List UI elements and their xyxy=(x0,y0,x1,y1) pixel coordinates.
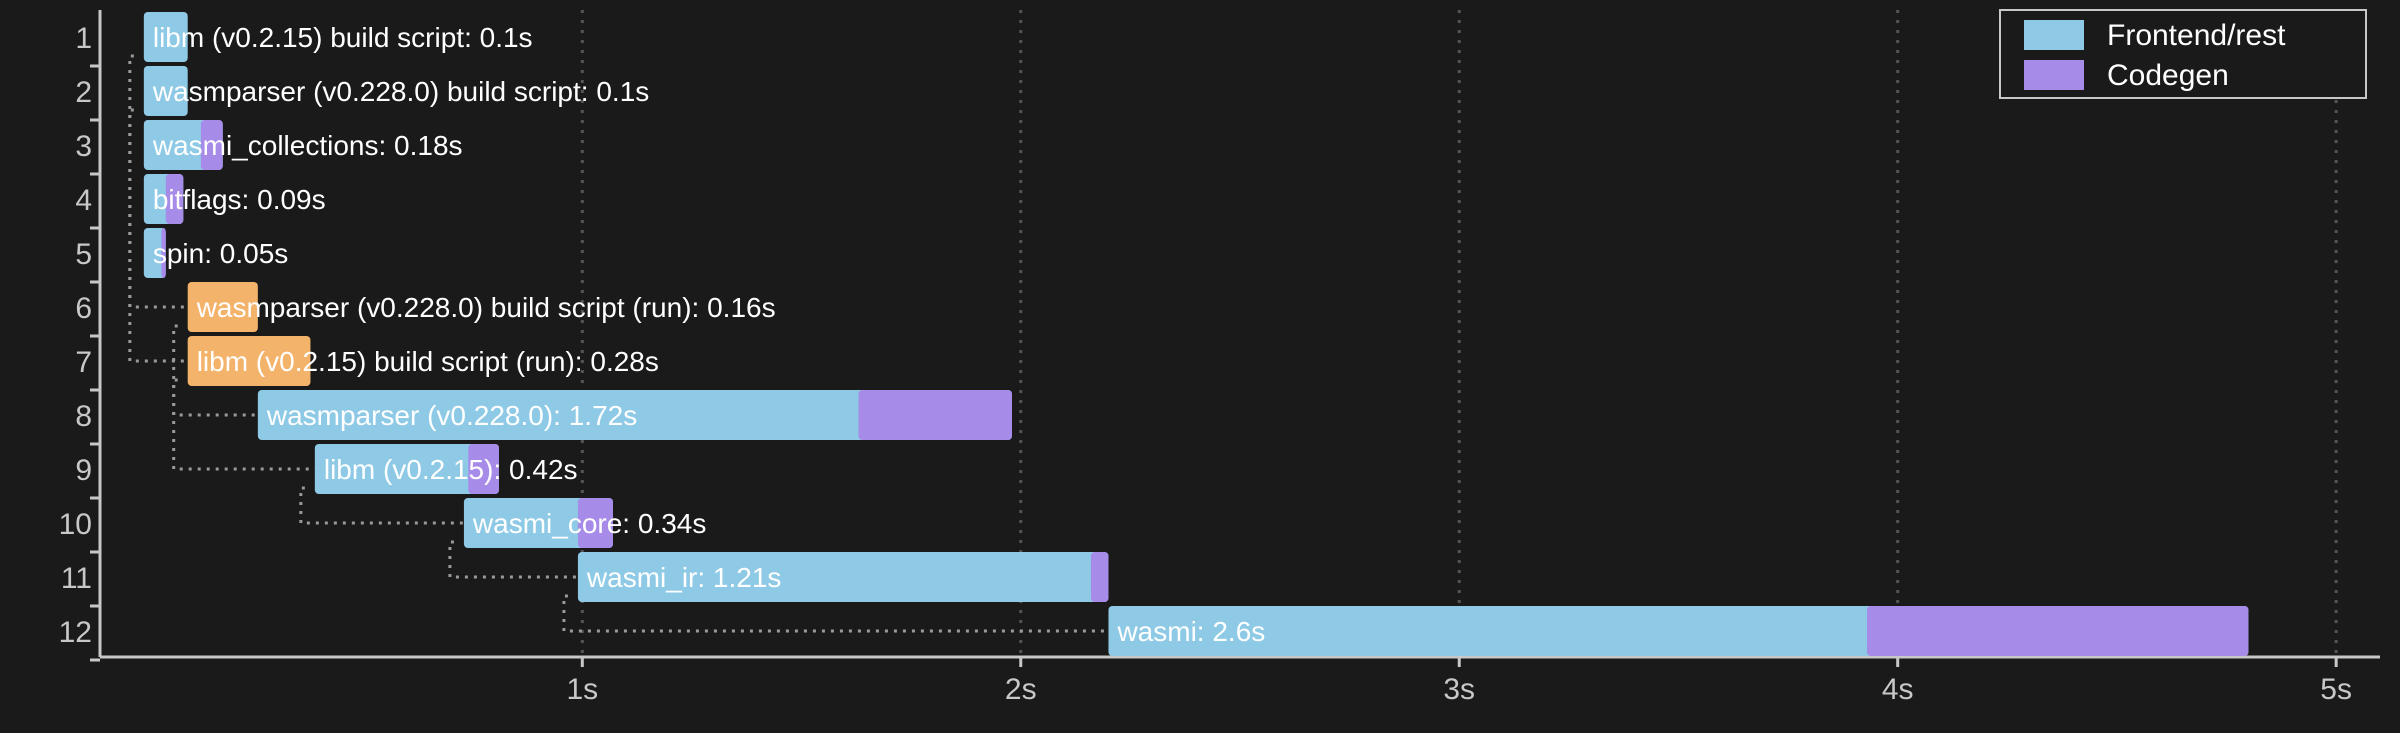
unit-label-6: wasmparser (v0.228.0) build script (run)… xyxy=(196,292,776,323)
row-number-label: 3 xyxy=(75,130,92,163)
codegen-bar-10 xyxy=(577,498,613,548)
codegen-bar-4 xyxy=(165,174,184,224)
row-number-label: 9 xyxy=(75,454,92,487)
x-tick-label: 4s xyxy=(1882,673,1914,706)
unit-label-5: spin: 0.05s xyxy=(153,238,288,269)
row-number-label: 7 xyxy=(75,346,92,379)
unit-bar-2 xyxy=(143,66,188,116)
unit-bar-10 xyxy=(463,498,613,548)
x-tick-label: 5s xyxy=(2320,673,2352,706)
unit-label-11: wasmi_ir: 1.21s xyxy=(586,562,782,593)
row-number-label: 5 xyxy=(75,238,92,271)
unit-bar-5 xyxy=(143,228,166,278)
dependency-line xyxy=(128,54,188,363)
unit-labels: libm (v0.2.15) build script: 0.1s wasmpar… xyxy=(152,22,1265,647)
dependency-line xyxy=(448,540,578,579)
codegen-bar-11 xyxy=(1090,552,1109,602)
dependency-lines xyxy=(128,54,1109,633)
unit-label-10: wasmi_core: 0.34s xyxy=(472,508,706,539)
row-number-label: 8 xyxy=(75,400,92,433)
x-tick-label: 1s xyxy=(566,673,598,706)
row-number-label: 4 xyxy=(75,184,92,217)
codegen-bar-5 xyxy=(161,228,166,278)
legend-label: Frontend/rest xyxy=(2107,19,2286,52)
row-number-label: 10 xyxy=(59,508,92,541)
codegen-bar-3 xyxy=(200,120,223,170)
legend: Frontend/rest Codegen xyxy=(1999,9,2367,99)
unit-label-3: wasmi_collections: 0.18s xyxy=(152,130,463,161)
legend-swatch xyxy=(2024,60,2084,90)
unit-bars xyxy=(143,12,2249,656)
legend-swatch xyxy=(2024,20,2084,50)
unit-bar-7 xyxy=(187,336,311,386)
legend-label: Codegen xyxy=(2107,59,2229,92)
unit-bar-6 xyxy=(187,282,258,332)
unit-label-4: bitflags: 0.09s xyxy=(153,184,326,215)
row-number-label: 12 xyxy=(59,616,92,649)
unit-label-12: wasmi: 2.6s xyxy=(1116,616,1265,647)
unit-bar-8 xyxy=(257,390,1012,440)
dependency-line xyxy=(172,324,258,417)
row-number-label: 6 xyxy=(75,292,92,325)
dependency-line xyxy=(299,486,464,525)
codegen-bar-12 xyxy=(1867,606,2249,656)
row-number-label: 1 xyxy=(75,22,92,55)
x-tick-label: 3s xyxy=(1443,673,1475,706)
dependency-line xyxy=(172,378,315,471)
codegen-bar-8 xyxy=(858,390,1012,440)
x-tick-label: 2s xyxy=(1005,673,1037,706)
row-number-label: 2 xyxy=(75,76,92,109)
unit-label-7: libm (v0.2.15) build script (run): 0.28s xyxy=(197,346,659,377)
unit-bar-11 xyxy=(577,552,1109,602)
unit-label-1: libm (v0.2.15) build script: 0.1s xyxy=(153,22,533,53)
dependency-line xyxy=(128,108,188,309)
unit-label-2: wasmparser (v0.228.0) build script: 0.1s xyxy=(152,76,649,107)
codegen-bar-9 xyxy=(468,444,499,494)
dependency-line xyxy=(562,594,1109,633)
unit-bar-9 xyxy=(314,444,499,494)
unit-bar-1 xyxy=(143,12,188,62)
row-number-label: 11 xyxy=(61,562,92,595)
unit-label-9: libm (v0.2.15): 0.42s xyxy=(324,454,578,485)
unit-label-8: wasmparser (v0.228.0): 1.72s xyxy=(266,400,637,431)
